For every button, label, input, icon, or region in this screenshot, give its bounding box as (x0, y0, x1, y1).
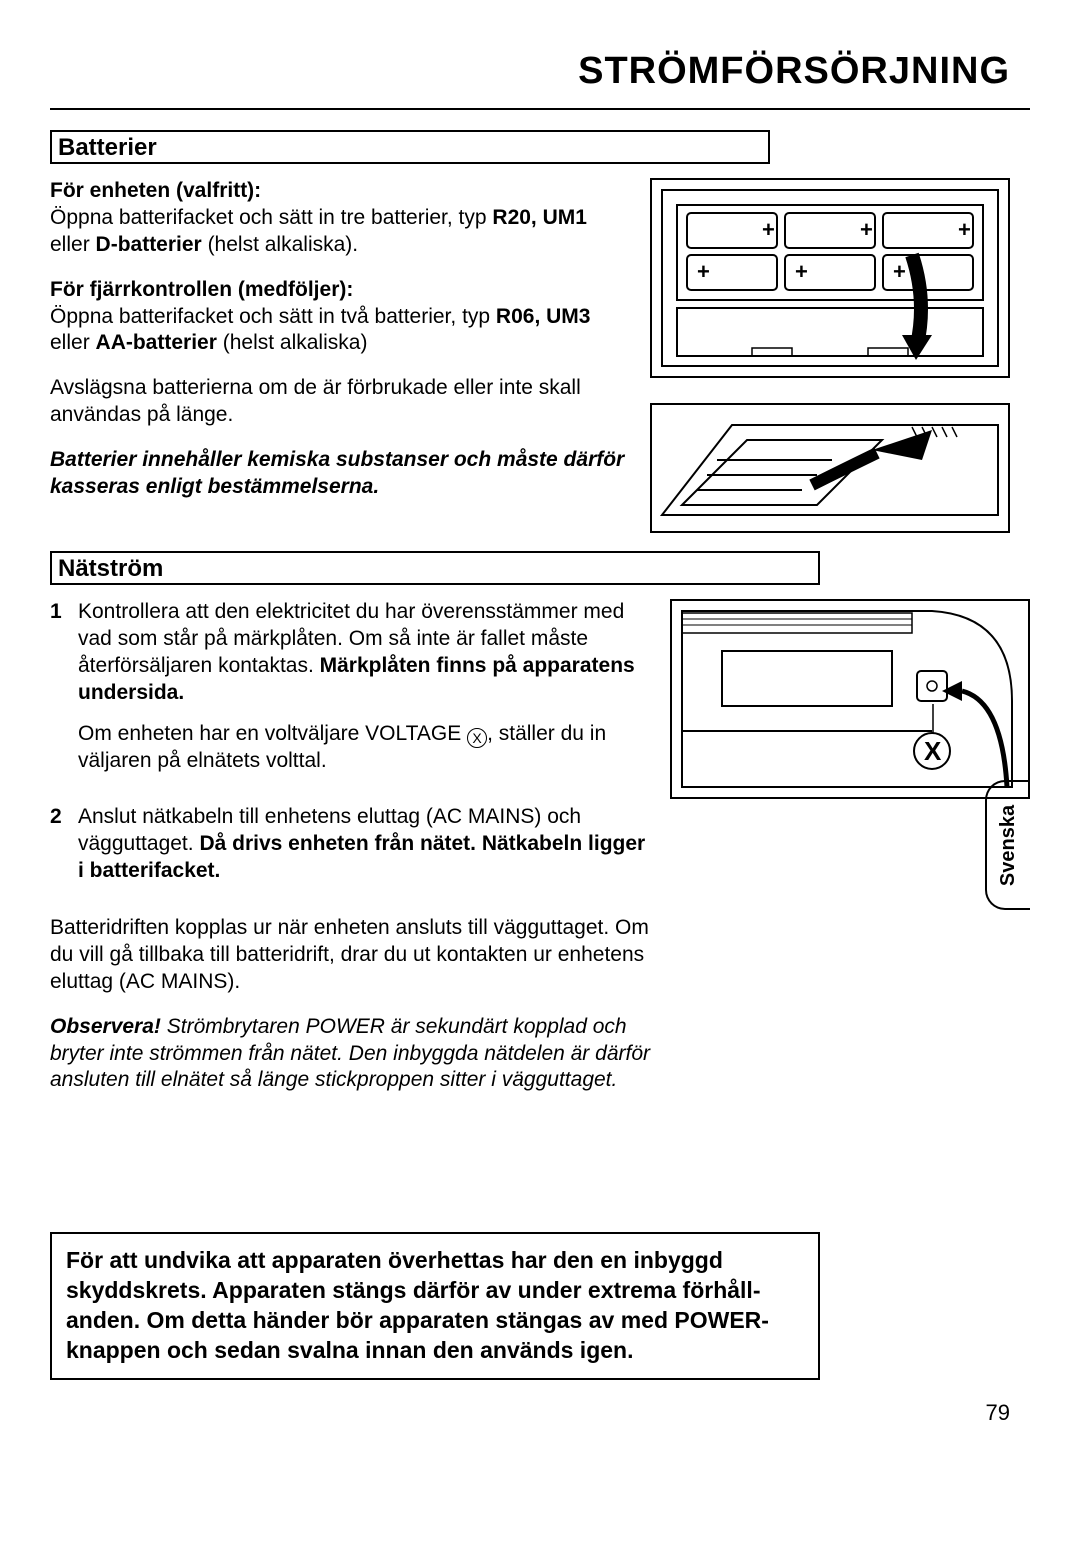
unit-text-bold: R20, UM1 (492, 206, 587, 229)
remote-text-post: (helst alkaliska) (217, 331, 368, 354)
batterier-discard: Avslägsna batterierna om de är förbrukad… (50, 375, 630, 429)
remote-text-mid: eller (50, 331, 96, 354)
svg-text:+: + (893, 259, 906, 284)
unit-subhead: För enheten (valfritt): (50, 179, 261, 202)
section-batterier-heading: Batterier (50, 130, 770, 164)
section-natstrom-heading: Nätström (50, 551, 820, 585)
remote-text-pre: Öppna batterifacket och sätt in två batt… (50, 305, 496, 328)
remote-text-bold2: AA-batterier (96, 331, 217, 354)
svg-text:+: + (697, 259, 710, 284)
step-2: 2 Anslut nätkabeln till enhetens eluttag… (50, 804, 650, 899)
remote-subhead: För fjärrkontrollen (medföljer): (50, 278, 353, 301)
language-label: Svenska (997, 804, 1020, 885)
step-1b-pre: Om enheten har en voltväljare VOLTAGE (78, 722, 467, 745)
overheat-warning-box: För att undvika att apparaten överhettas… (50, 1232, 820, 1380)
remote-battery-figure (650, 403, 1010, 533)
svg-text:+: + (795, 259, 808, 284)
language-tab: Svenska (985, 780, 1030, 910)
voltage-x-icon: X (467, 728, 487, 748)
batterier-warning: Batterier innehåller kemiska substanser … (50, 447, 630, 501)
unit-text-pre: Öppna batterifacket och sätt in tre batt… (50, 206, 492, 229)
batterier-figures: + + + + + + (650, 178, 1010, 533)
natstrom-text: 1 Kontrollera att den elektricitet du ha… (50, 599, 650, 1112)
battery-compartment-figure: + + + + + + (650, 178, 1010, 378)
svg-text:+: + (958, 217, 971, 242)
step-2-num: 2 (50, 804, 68, 899)
natstrom-p3: Batteridriften kopplas ur när enheten an… (50, 915, 650, 996)
unit-text-post: (helst alkaliska). (202, 233, 358, 256)
unit-text-bold2: D-batterier (96, 233, 202, 256)
natstrom-block: 1 Kontrollera att den elektricitet du ha… (50, 599, 1030, 1112)
mains-plug-figure: X (670, 599, 1030, 799)
title-rule (50, 108, 1030, 110)
svg-text:+: + (762, 217, 775, 242)
step-1: 1 Kontrollera att den elektricitet du ha… (50, 599, 650, 788)
step-1-num: 1 (50, 599, 68, 788)
unit-text-mid: eller (50, 233, 96, 256)
batterier-text: För enheten (valfritt): Öppna batterifac… (50, 178, 630, 519)
svg-text:X: X (924, 736, 942, 766)
page-title: STRÖMFÖRSÖRJNING (50, 50, 1030, 108)
batterier-block: För enheten (valfritt): Öppna batterifac… (50, 178, 1030, 533)
page-number: 79 (50, 1400, 1030, 1426)
observera: Observera! Strömbrytaren POWER är sekund… (50, 1014, 650, 1095)
svg-text:+: + (860, 217, 873, 242)
remote-text-bold: R06, UM3 (496, 305, 591, 328)
observera-lead: Observera! (50, 1015, 161, 1038)
